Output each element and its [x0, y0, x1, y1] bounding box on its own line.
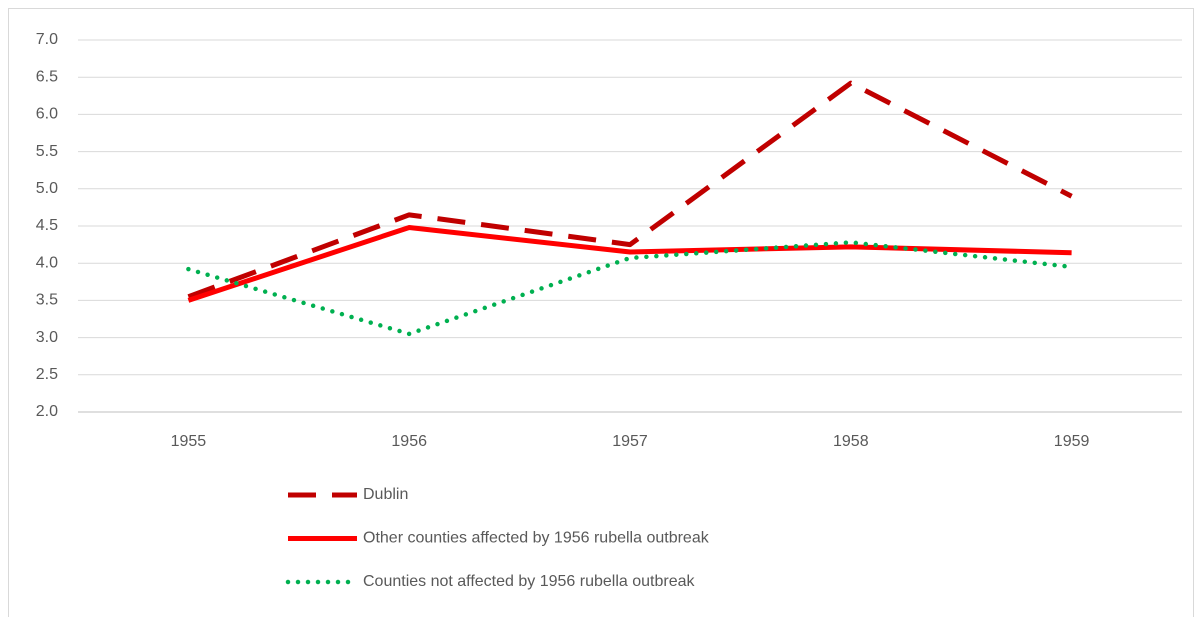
- legend-label: Other counties affected by 1956 rubella …: [363, 530, 710, 547]
- y-tick-label: 3.5: [36, 292, 58, 309]
- legend-label: Dublin: [363, 486, 408, 503]
- y-tick-label: 2.0: [36, 403, 58, 420]
- x-tick-label: 1956: [391, 433, 427, 450]
- y-tick-label: 6.0: [36, 106, 58, 123]
- x-tick-label: 1958: [833, 433, 869, 450]
- y-tick-label: 4.0: [36, 254, 58, 271]
- y-tick-label: 4.5: [36, 217, 58, 234]
- series-line: [186, 240, 1074, 337]
- y-tick-label: 6.5: [36, 68, 58, 85]
- x-tick-label: 1957: [612, 433, 648, 450]
- y-tick-label: 2.5: [36, 366, 58, 383]
- legend-label: Counties not affected by 1956 rubella ou…: [363, 573, 695, 590]
- y-tick-label: 7.0: [36, 31, 58, 48]
- series-line: [187, 80, 1073, 300]
- chart-frame: [8, 8, 1194, 622]
- y-tick-label: 5.0: [36, 180, 58, 197]
- x-tick-label: 1955: [171, 433, 207, 450]
- x-tick-label: 1959: [1054, 433, 1090, 450]
- series-line: [187, 224, 1072, 303]
- y-tick-label: 5.5: [36, 143, 58, 160]
- y-tick-label: 3.0: [36, 329, 58, 346]
